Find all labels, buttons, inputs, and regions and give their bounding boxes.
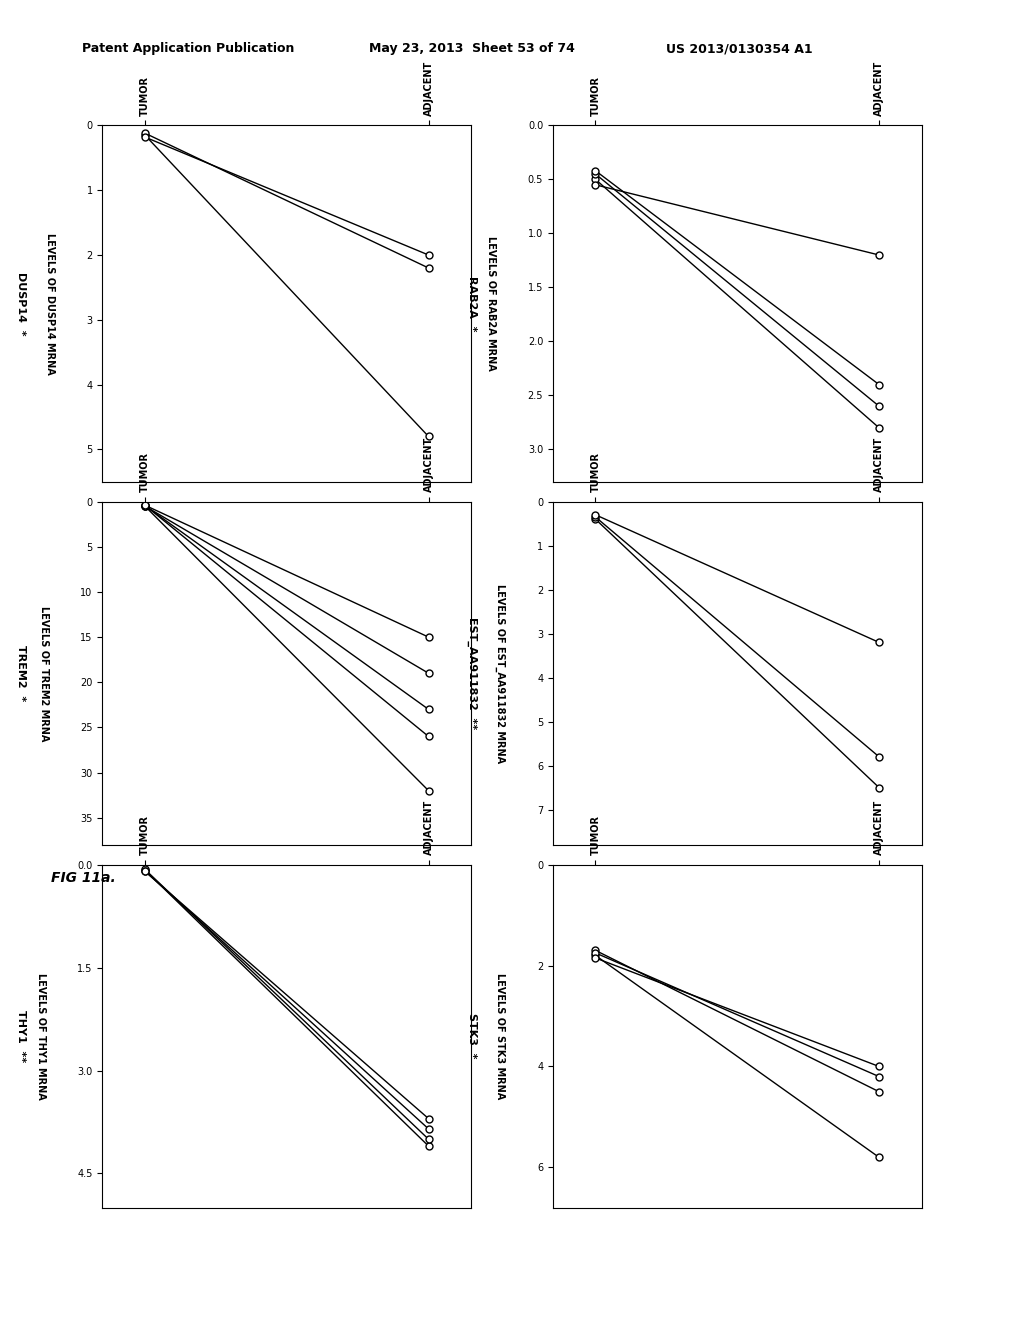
Y-axis label: LEVELS OF THY1 MRNA: LEVELS OF THY1 MRNA bbox=[36, 973, 46, 1100]
Y-axis label: LEVELS OF DUSP14 MRNA: LEVELS OF DUSP14 MRNA bbox=[45, 232, 54, 375]
Y-axis label: LEVELS OF TREM2 MRNA: LEVELS OF TREM2 MRNA bbox=[39, 606, 48, 741]
Text: Patent Application Publication: Patent Application Publication bbox=[82, 42, 294, 55]
Text: FIG 11a.: FIG 11a. bbox=[51, 871, 116, 886]
Text: STK3  *: STK3 * bbox=[467, 1014, 477, 1059]
Text: DUSP14  *: DUSP14 * bbox=[16, 272, 27, 335]
Text: May 23, 2013  Sheet 53 of 74: May 23, 2013 Sheet 53 of 74 bbox=[369, 42, 574, 55]
Text: EST_AA911832  **: EST_AA911832 ** bbox=[467, 616, 477, 730]
Text: TREM2  *: TREM2 * bbox=[16, 645, 27, 701]
Text: THY1  **: THY1 ** bbox=[16, 1010, 27, 1063]
Text: US 2013/0130354 A1: US 2013/0130354 A1 bbox=[666, 42, 812, 55]
Text: RAB2A  *: RAB2A * bbox=[467, 276, 477, 331]
Y-axis label: LEVELS OF STK3 MRNA: LEVELS OF STK3 MRNA bbox=[496, 973, 505, 1100]
Y-axis label: LEVELS OF EST_AA911832 MRNA: LEVELS OF EST_AA911832 MRNA bbox=[496, 583, 506, 763]
Y-axis label: LEVELS OF RAB2A MRNA: LEVELS OF RAB2A MRNA bbox=[486, 236, 496, 371]
